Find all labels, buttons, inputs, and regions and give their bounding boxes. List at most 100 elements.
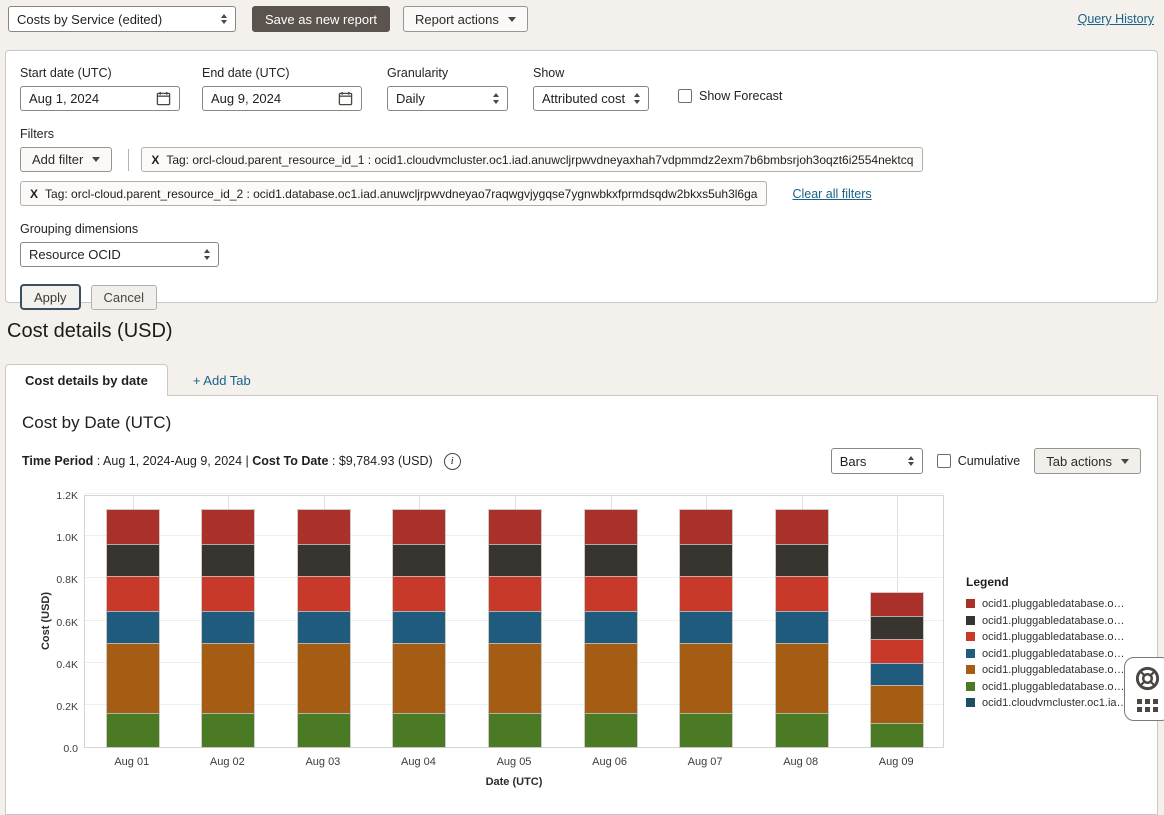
end-date-input[interactable]: Aug 9, 2024	[202, 86, 362, 111]
query-history-link[interactable]: Query History	[1078, 12, 1154, 26]
granularity-label: Granularity	[387, 66, 508, 80]
add-tab-button[interactable]: + Add Tab	[168, 364, 276, 396]
legend-item[interactable]: ocid1.pluggabledatabase.o…	[966, 598, 1164, 610]
clear-all-filters-link[interactable]: Clear all filters	[792, 187, 871, 201]
bar-segment	[393, 643, 445, 714]
bar-segment	[680, 713, 732, 747]
app-launcher-grid-icon[interactable]	[1137, 699, 1158, 712]
caret-down-icon	[92, 157, 100, 162]
save-as-new-report-button[interactable]: Save as new report	[252, 6, 390, 32]
bar-segment	[393, 510, 445, 544]
bar-segment	[871, 616, 923, 639]
cost-to-date-value: : $9,784.93 (USD)	[328, 454, 432, 468]
bar-segment	[202, 643, 254, 714]
legend-label: ocid1.pluggabledatabase.o…	[982, 615, 1125, 627]
calendar-icon[interactable]	[338, 91, 353, 106]
cumulative-checkbox-row[interactable]: Cumulative	[937, 454, 1021, 468]
legend-item[interactable]: ocid1.pluggabledatabase.o…	[966, 631, 1164, 643]
bar-segment	[585, 544, 637, 577]
legend-swatch	[966, 682, 975, 691]
bar-segment	[776, 544, 828, 577]
y-axis-tick-label: 0.6K	[40, 617, 78, 629]
bar-segment	[680, 611, 732, 643]
bar-segment	[776, 510, 828, 544]
bar-segment	[107, 611, 159, 643]
x-axis-tick-label: Aug 01	[87, 756, 177, 768]
bar-segment	[298, 576, 350, 611]
legend-item[interactable]: ocid1.pluggabledatabase.o…	[966, 615, 1164, 627]
legend-swatch	[966, 616, 975, 625]
bar-segment	[776, 713, 828, 747]
bar-segment	[107, 510, 159, 544]
bar-segment	[202, 713, 254, 747]
legend-label: ocid1.pluggabledatabase.o…	[982, 681, 1125, 693]
caret-down-icon	[1121, 459, 1129, 464]
remove-filter-icon[interactable]: X	[30, 187, 38, 201]
bar-segment	[393, 544, 445, 577]
bar-segment	[680, 510, 732, 544]
bar-segment	[585, 576, 637, 611]
cancel-button[interactable]: Cancel	[91, 285, 157, 310]
show-forecast-checkbox[interactable]	[678, 89, 692, 103]
chart-type-select[interactable]: Bars	[831, 448, 923, 474]
top-bar: Costs by Service (edited) Save as new re…	[0, 0, 1164, 32]
report-select[interactable]: Costs by Service (edited)	[8, 6, 236, 32]
select-spinner-icon	[204, 249, 210, 260]
summary-row: Time Period : Aug 1, 2024-Aug 9, 2024 | …	[22, 448, 1141, 474]
bar-segment	[489, 510, 541, 544]
info-icon[interactable]: i	[444, 453, 461, 470]
help-lifering-icon[interactable]	[1134, 665, 1161, 692]
cumulative-checkbox[interactable]	[937, 454, 951, 468]
legend-swatch	[966, 599, 975, 608]
filter-tag-text: Tag: orcl-cloud.parent_resource_id_2 : o…	[45, 187, 757, 201]
cost-by-date-chart: Cost (USD) Date (UTC) Legend ocid1.plugg…	[22, 483, 1141, 793]
x-axis-tick-label: Aug 09	[851, 756, 941, 768]
bar-segment	[489, 576, 541, 611]
show-select[interactable]: Attributed cost	[533, 86, 649, 111]
apply-button[interactable]: Apply	[20, 284, 81, 310]
report-actions-button[interactable]: Report actions	[403, 6, 528, 32]
bar-segment	[298, 611, 350, 643]
x-axis-tick-label: Aug 04	[373, 756, 463, 768]
grouping-dimensions-select[interactable]: Resource OCID	[20, 242, 219, 267]
bar-segment	[680, 544, 732, 577]
legend-label: ocid1.pluggabledatabase.o…	[982, 648, 1125, 660]
cost-details-heading: Cost details (USD)	[7, 320, 173, 343]
tab-actions-button[interactable]: Tab actions	[1034, 448, 1141, 474]
legend-label: ocid1.pluggabledatabase.o…	[982, 664, 1125, 676]
start-date-label: Start date (UTC)	[20, 66, 180, 80]
calendar-icon[interactable]	[156, 91, 171, 106]
bar-segment	[489, 643, 541, 714]
bar-segment	[298, 713, 350, 747]
x-axis-tick-label: Aug 03	[278, 756, 368, 768]
legend-title: Legend	[966, 575, 1164, 589]
bar-segment	[680, 576, 732, 611]
select-spinner-icon	[634, 93, 640, 104]
x-axis-tick-label: Aug 08	[756, 756, 846, 768]
select-spinner-icon	[493, 93, 499, 104]
tab-cost-details-by-date[interactable]: Cost details by date	[5, 364, 168, 396]
bar-segment	[202, 510, 254, 544]
legend-swatch	[966, 665, 975, 674]
bar-segment	[107, 713, 159, 747]
x-axis-tick-label: Aug 07	[660, 756, 750, 768]
bar-segment	[298, 510, 350, 544]
remove-filter-icon[interactable]: X	[151, 153, 159, 167]
legend-label: ocid1.pluggabledatabase.o…	[982, 631, 1125, 643]
x-axis-label: Date (UTC)	[84, 776, 944, 788]
divider	[128, 149, 129, 171]
filter-tag-text: Tag: orcl-cloud.parent_resource_id_1 : o…	[166, 153, 913, 167]
bar-segment	[680, 643, 732, 714]
floating-help-widget	[1124, 657, 1164, 721]
bar-segment	[107, 544, 159, 577]
legend-swatch	[966, 632, 975, 641]
bar-segment	[393, 713, 445, 747]
add-filter-button[interactable]: Add filter	[20, 147, 112, 172]
select-spinner-icon	[908, 456, 914, 467]
start-date-input[interactable]: Aug 1, 2024	[20, 86, 180, 111]
bar-segment	[585, 510, 637, 544]
x-axis-tick-label: Aug 02	[182, 756, 272, 768]
granularity-select[interactable]: Daily	[387, 86, 508, 111]
bar-segment	[298, 544, 350, 577]
show-forecast-checkbox-row[interactable]: Show Forecast	[678, 89, 782, 103]
